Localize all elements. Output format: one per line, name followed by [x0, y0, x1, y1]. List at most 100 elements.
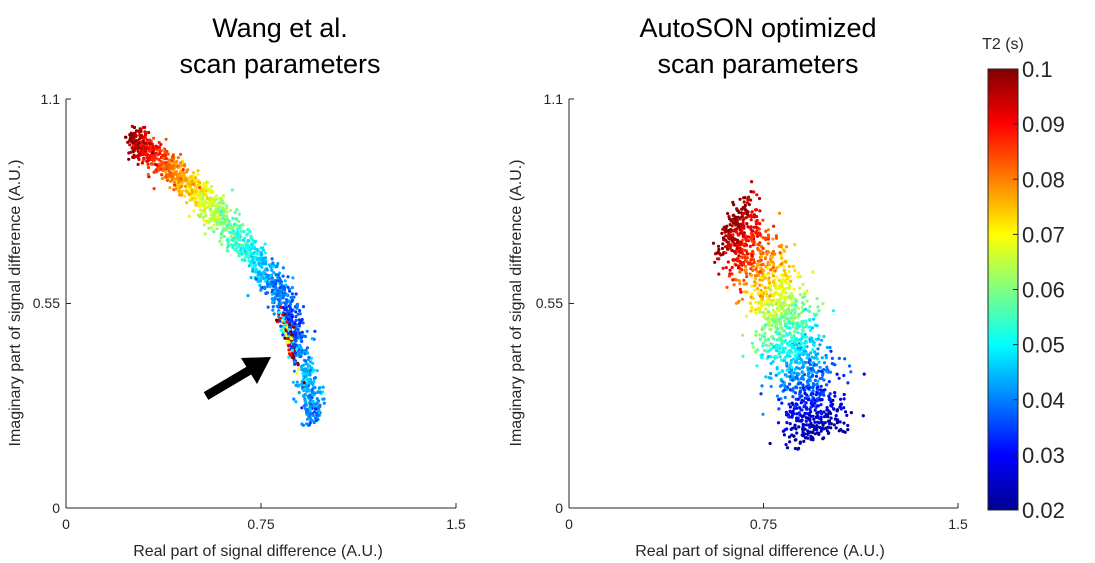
left-point — [246, 294, 250, 298]
right-point — [797, 367, 802, 371]
left-point — [287, 309, 291, 313]
right-point — [777, 371, 781, 375]
right-point — [741, 262, 746, 266]
right-point — [752, 258, 756, 262]
left-point — [281, 333, 285, 337]
left-point — [219, 236, 223, 240]
left-point — [250, 242, 254, 246]
right-point — [775, 329, 779, 333]
left-point — [231, 216, 235, 220]
right-point — [812, 417, 816, 421]
right-point — [736, 266, 741, 270]
colorbar-label: T2 (s) — [982, 36, 1024, 53]
left-point — [215, 223, 220, 227]
right-point — [772, 252, 776, 256]
right-point — [777, 397, 781, 402]
left-point — [307, 355, 311, 359]
right-point — [756, 246, 760, 250]
left-point — [226, 241, 230, 246]
left-point — [160, 177, 164, 181]
right-point — [808, 339, 813, 343]
left-point — [295, 302, 300, 306]
right-point — [774, 354, 778, 359]
left-point — [250, 255, 254, 259]
right-point — [822, 378, 826, 382]
right-point — [761, 246, 765, 250]
right-point — [787, 366, 791, 370]
right-point — [749, 214, 753, 218]
left-point — [288, 302, 292, 306]
right-point — [783, 339, 788, 343]
left-point — [290, 313, 294, 317]
right-point — [749, 232, 754, 236]
right-point — [795, 419, 799, 423]
colorbar-ticks: 0.1 0.09 0.08 0.07 0.06 0.05 0.04 0.03 0.02 — [1013, 57, 1065, 523]
right-point — [742, 290, 746, 294]
right-point — [815, 371, 819, 375]
right-point — [785, 421, 789, 425]
right-point — [769, 299, 773, 303]
right-point — [800, 351, 804, 356]
left-point — [301, 385, 305, 389]
left-point — [194, 203, 198, 207]
left-point — [192, 209, 196, 213]
left-point — [294, 383, 298, 387]
left-point — [303, 352, 307, 356]
right-point — [717, 257, 721, 261]
right-point — [845, 413, 849, 417]
right-point — [768, 327, 772, 331]
left-x-tick-label: 0.75 — [247, 516, 274, 532]
left-point — [167, 160, 171, 164]
right-point — [811, 270, 815, 274]
right-point — [772, 280, 776, 285]
left-point — [311, 382, 315, 387]
right-point — [738, 287, 742, 292]
right-point — [730, 219, 734, 223]
right-point — [784, 303, 788, 307]
right-point — [770, 255, 774, 259]
left-point — [131, 150, 135, 154]
right-point — [805, 407, 809, 411]
right-point — [775, 313, 779, 318]
left-point — [291, 380, 295, 384]
left-point — [197, 194, 201, 198]
right-point — [835, 409, 839, 413]
right-point — [777, 286, 782, 290]
right-point — [793, 391, 798, 395]
left-point — [191, 194, 196, 198]
left-point — [146, 159, 150, 163]
right-point — [750, 180, 754, 184]
right-point — [782, 329, 787, 333]
right-point — [768, 263, 772, 267]
right-point — [766, 228, 770, 232]
right-point — [797, 425, 801, 429]
right-point — [775, 347, 779, 351]
right-point — [811, 382, 815, 386]
right-point — [756, 292, 760, 296]
right-point — [792, 318, 796, 322]
left-point — [228, 208, 233, 212]
right-point — [774, 236, 779, 240]
left-point — [149, 145, 153, 149]
right-point — [815, 428, 819, 432]
left-point — [239, 229, 243, 233]
left-point — [139, 153, 143, 157]
right-point — [779, 350, 783, 354]
right-point — [844, 410, 848, 414]
left-point — [258, 279, 263, 283]
left-point — [165, 178, 170, 182]
left-point — [225, 238, 229, 242]
left-point — [310, 337, 314, 341]
left-point — [158, 149, 163, 153]
right-point — [761, 278, 765, 282]
left-point — [251, 258, 255, 262]
right-point — [783, 388, 787, 392]
right-point — [744, 264, 748, 269]
left-point — [170, 174, 174, 178]
left-point — [287, 348, 291, 352]
right-point — [767, 344, 771, 348]
left-point — [285, 293, 289, 297]
left-point — [289, 330, 293, 334]
right-point — [766, 309, 771, 314]
right-point — [802, 439, 806, 443]
